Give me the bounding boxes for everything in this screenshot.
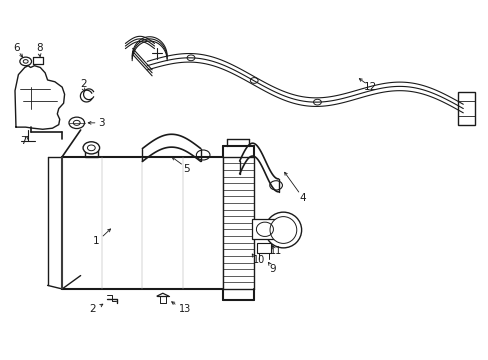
Circle shape — [83, 142, 100, 154]
Bar — [251, 219, 278, 239]
Text: 7: 7 — [20, 136, 27, 146]
Circle shape — [73, 120, 80, 125]
Text: 2: 2 — [80, 78, 86, 89]
Text: 11: 11 — [269, 247, 282, 256]
Text: 6: 6 — [14, 43, 20, 53]
Circle shape — [20, 57, 31, 66]
Text: 12: 12 — [364, 82, 377, 92]
Bar — [458, 93, 474, 125]
Circle shape — [87, 145, 95, 151]
Circle shape — [269, 181, 282, 190]
Ellipse shape — [264, 212, 301, 248]
Text: 4: 4 — [299, 193, 305, 203]
Text: 10: 10 — [252, 255, 264, 265]
Text: 8: 8 — [36, 43, 42, 53]
Ellipse shape — [269, 217, 296, 243]
Bar — [256, 243, 271, 253]
Text: 5: 5 — [183, 164, 189, 174]
Text: 9: 9 — [269, 264, 275, 274]
Text: 2: 2 — [89, 304, 96, 314]
Text: 3: 3 — [99, 118, 105, 128]
Circle shape — [69, 117, 84, 129]
Circle shape — [187, 55, 195, 61]
Bar — [85, 148, 98, 157]
Circle shape — [250, 78, 258, 83]
Circle shape — [196, 150, 209, 160]
Text: 13: 13 — [179, 304, 191, 314]
Circle shape — [313, 99, 321, 105]
Circle shape — [23, 60, 28, 63]
Text: 1: 1 — [93, 236, 100, 246]
